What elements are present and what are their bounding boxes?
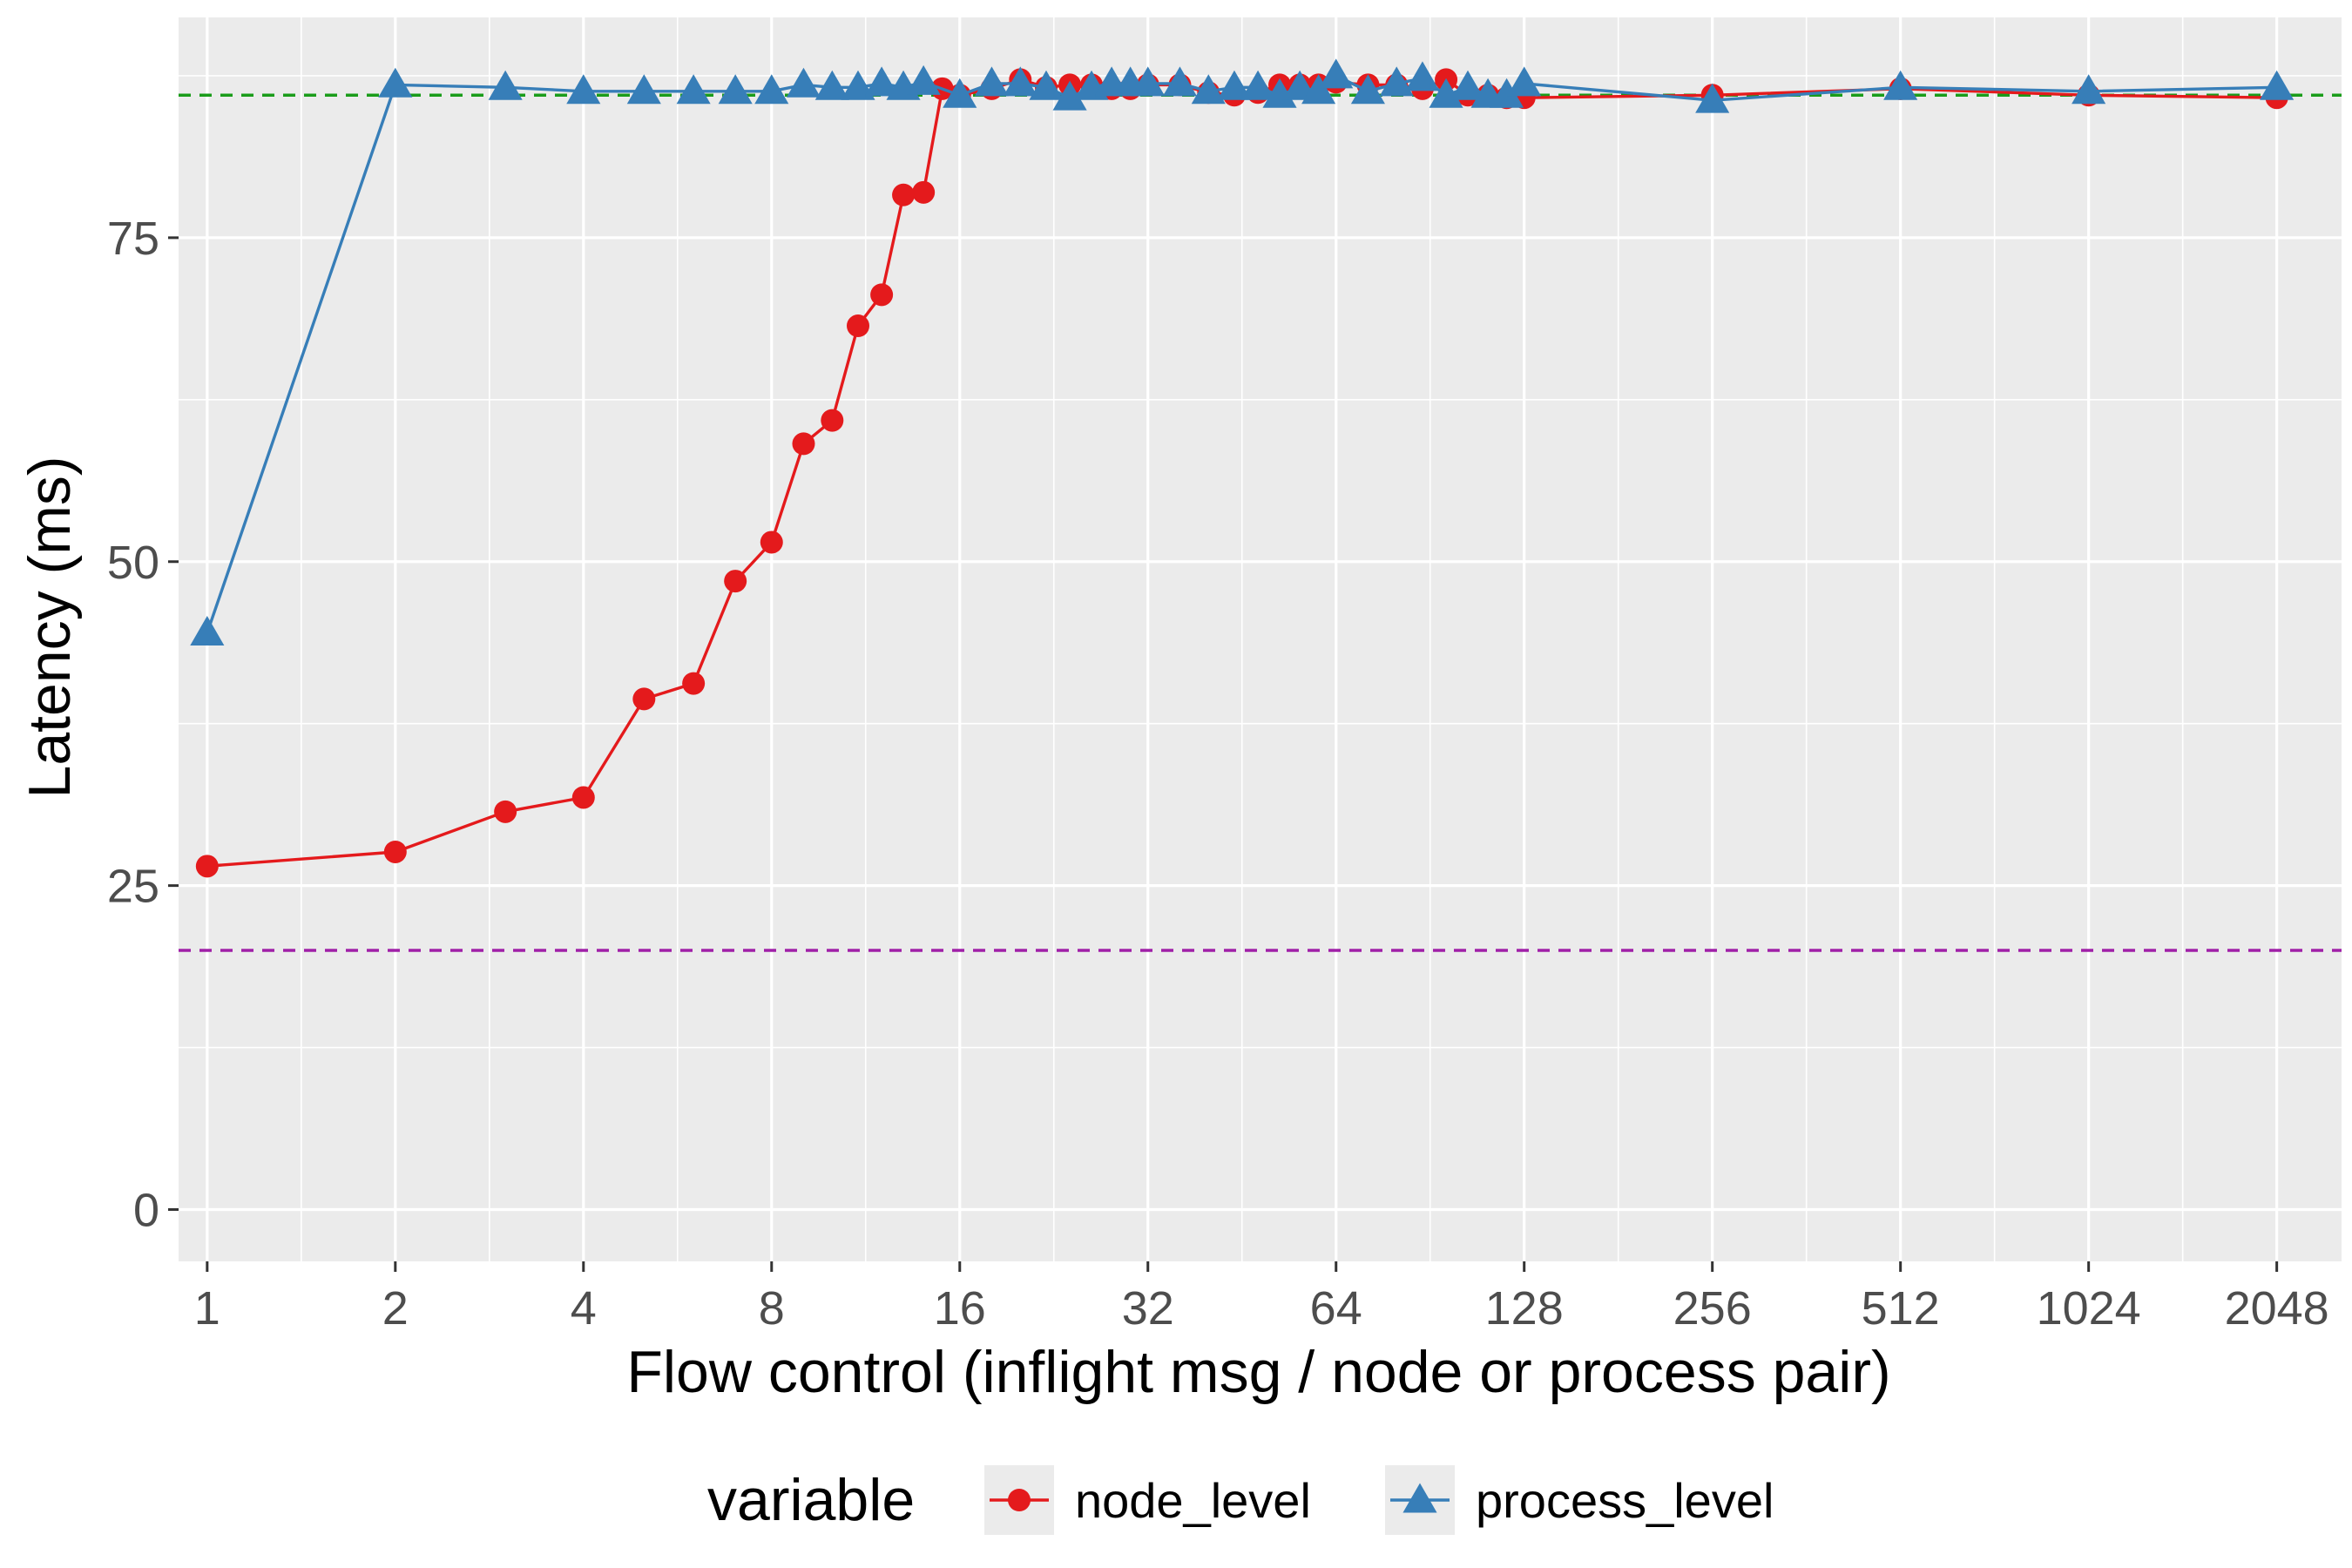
data-point-node_level (821, 409, 844, 432)
data-point-node_level (195, 855, 219, 878)
data-point-process_level (1429, 78, 1463, 108)
x-tick-labels: 1 2 4 8 16 32 64 128 256 512 1024 2048 (194, 1282, 2329, 1335)
data-point-process_level (1191, 74, 1226, 105)
x-tick-label: 256 (1673, 1282, 1752, 1335)
data-point-process_level (1405, 61, 1440, 91)
data-point-process_level (2260, 70, 2295, 100)
data-point-process_level (974, 66, 1010, 97)
y-tick-label: 25 (107, 861, 159, 913)
data-point-node_level (724, 570, 747, 593)
data-point-process_level (190, 616, 225, 646)
data-point-node_level (494, 800, 517, 823)
data-point-process_level (1029, 70, 1064, 100)
data-point-process_level (1162, 66, 1197, 97)
data-point-node_level (792, 432, 815, 456)
data-point-process_level (1450, 70, 1485, 100)
y-axis-title: Latency (ms) (17, 456, 83, 799)
data-point-process_level (814, 70, 849, 100)
data-point-process_level (566, 74, 601, 105)
data-point-node_level (870, 283, 894, 307)
data-point-process_level (1003, 66, 1037, 97)
x-tick-label: 16 (934, 1282, 986, 1335)
x-tick-label: 64 (1310, 1282, 1362, 1335)
data-point-node_level (632, 687, 656, 711)
data-point-process_level (1695, 83, 1730, 113)
y-tick-labels: 0 25 50 75 (107, 213, 159, 1237)
reference-lines (179, 93, 2342, 952)
axis-ticks (168, 236, 2279, 1272)
series-process_level (190, 58, 2295, 646)
data-point-process_level (1319, 58, 1354, 89)
major-gridlines (179, 17, 2342, 1261)
data-point-process_level (1052, 80, 1087, 111)
x-tick-label: 1 (194, 1282, 220, 1335)
data-point-process_level (906, 64, 941, 95)
y-tick-label: 50 (107, 537, 159, 589)
x-tick-label: 2 (382, 1282, 409, 1335)
data-point-process_level (1217, 70, 1252, 100)
x-tick-label: 128 (1485, 1282, 1564, 1335)
data-point-process_level (2072, 74, 2106, 105)
data-point-process_level (1240, 70, 1275, 100)
data-point-process_level (786, 67, 821, 98)
data-point-process_level (1262, 78, 1297, 108)
legend-item-process_level: process_level (1385, 1465, 1774, 1535)
legend-label: process_level (1476, 1473, 1774, 1528)
data-point-node_level (383, 840, 407, 863)
x-tick-label: 512 (1862, 1282, 1940, 1335)
data-point-process_level (754, 74, 789, 105)
minor-gridlines (179, 17, 2342, 1261)
x-tick-label: 4 (571, 1282, 597, 1335)
data-point-process_level (1301, 74, 1336, 105)
data-point-process_level (1490, 78, 1524, 108)
x-tick-label: 2048 (2225, 1282, 2329, 1335)
data-point-node_level (682, 672, 706, 695)
data-point-process_level (943, 78, 977, 108)
data-point-process_level (1507, 66, 1542, 97)
data-point-node_level (912, 180, 936, 204)
data-point-process_level (626, 74, 661, 105)
series-layer (190, 58, 2295, 878)
x-tick-label: 1024 (2037, 1282, 2141, 1335)
x-tick-label: 8 (759, 1282, 785, 1335)
x-tick-label: 32 (1122, 1282, 1174, 1335)
data-point-process_level (864, 66, 899, 97)
data-point-process_level (718, 74, 753, 105)
data-point-node_level (892, 183, 916, 206)
data-point-process_level (1350, 74, 1385, 105)
data-point-process_level (378, 67, 413, 98)
legend: variable node_level process_level (707, 1465, 1774, 1535)
data-point-node_level (571, 786, 595, 809)
y-tick-label: 75 (107, 213, 159, 265)
data-point-node_level (847, 314, 870, 338)
legend-label: node_level (1075, 1473, 1311, 1528)
plot-panel (179, 17, 2342, 1261)
data-point-process_level (488, 70, 523, 100)
data-point-node_level (760, 531, 783, 554)
data-point-process_level (841, 70, 875, 100)
y-tick-label: 0 (133, 1185, 159, 1237)
legend-item-node_level: node_level (984, 1465, 1311, 1535)
x-axis-title: Flow control (inflight msg / node or pro… (626, 1339, 1890, 1405)
data-point-process_level (1379, 66, 1414, 97)
legend-key-marker (1402, 1483, 1437, 1513)
legend-key-marker (1008, 1489, 1031, 1511)
data-point-process_level (1131, 66, 1166, 97)
legend-title: variable (707, 1467, 915, 1533)
data-point-process_level (676, 74, 711, 105)
data-point-process_level (1883, 70, 1918, 100)
